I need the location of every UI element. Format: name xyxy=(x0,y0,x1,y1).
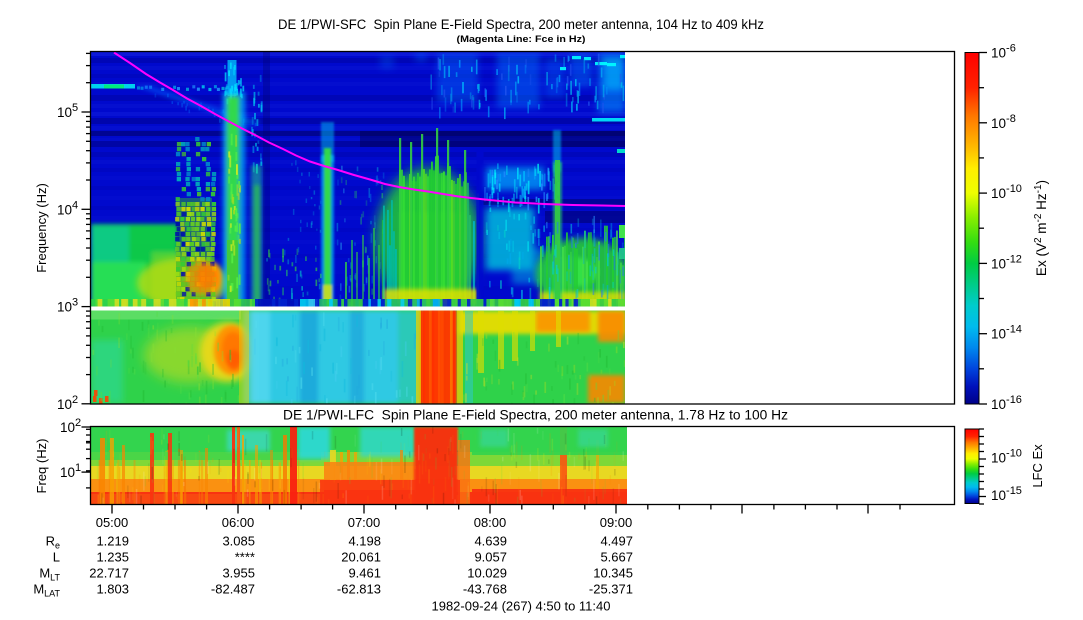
svg-text:06:00: 06:00 xyxy=(222,515,255,530)
svg-text:Re: Re xyxy=(46,534,60,551)
svg-text:-82.487: -82.487 xyxy=(211,582,255,597)
svg-text:4.639: 4.639 xyxy=(474,534,507,549)
svg-text:(Magenta Line: Fce in Hz): (Magenta Line: Fce in Hz) xyxy=(457,34,586,45)
svg-text:-25.371: -25.371 xyxy=(589,582,633,597)
svg-text:3.085: 3.085 xyxy=(222,534,255,549)
svg-text:20.061: 20.061 xyxy=(341,550,381,565)
svg-text:104: 104 xyxy=(57,199,78,217)
svg-text:09:00: 09:00 xyxy=(600,515,633,530)
svg-text:DE 1/PWI-LFC Spin Plane E-Fie: DE 1/PWI-LFC Spin Plane E-Field Spectra,… xyxy=(283,408,788,423)
svg-text:L: L xyxy=(53,550,60,565)
svg-text:10-10: 10-10 xyxy=(991,183,1022,201)
svg-text:-62.813: -62.813 xyxy=(337,582,381,597)
svg-text:10-8: 10-8 xyxy=(991,113,1016,131)
svg-text:9.461: 9.461 xyxy=(348,566,381,581)
svg-text:DE 1/PWI-SFC Spin Plane E-Fie: DE 1/PWI-SFC Spin Plane E-Field Spectra,… xyxy=(278,17,764,32)
svg-text:9.057: 9.057 xyxy=(474,550,507,565)
svg-text:10-10: 10-10 xyxy=(991,448,1022,466)
svg-text:05:00: 05:00 xyxy=(96,515,129,530)
svg-text:103: 103 xyxy=(57,297,78,315)
svg-text:5.667: 5.667 xyxy=(600,550,633,565)
svg-text:10-16: 10-16 xyxy=(991,394,1022,412)
svg-text:102: 102 xyxy=(57,394,78,412)
svg-text:4.497: 4.497 xyxy=(600,534,633,549)
svg-text:Ex (V2 m-2 Hz-1): Ex (V2 m-2 Hz-1) xyxy=(1033,180,1049,276)
svg-text:MLAT: MLAT xyxy=(33,582,60,599)
svg-text:101: 101 xyxy=(60,462,81,480)
svg-text:LFC Ex: LFC Ex xyxy=(1030,444,1045,488)
svg-text:****: **** xyxy=(235,550,255,565)
svg-text:4.198: 4.198 xyxy=(348,534,381,549)
svg-text:3.955: 3.955 xyxy=(222,566,255,581)
svg-text:08:00: 08:00 xyxy=(474,515,507,530)
svg-text:10.345: 10.345 xyxy=(593,566,633,581)
svg-text:Frequency (Hz): Frequency (Hz) xyxy=(34,183,49,273)
svg-text:-43.768: -43.768 xyxy=(463,582,507,597)
svg-text:1.219: 1.219 xyxy=(96,534,129,549)
svg-text:MLT: MLT xyxy=(39,566,60,583)
svg-text:10-14: 10-14 xyxy=(991,324,1022,342)
svg-text:07:00: 07:00 xyxy=(348,515,381,530)
svg-text:10.029: 10.029 xyxy=(467,566,507,581)
svg-text:10-6: 10-6 xyxy=(991,43,1016,61)
svg-text:Freq (Hz): Freq (Hz) xyxy=(34,439,49,494)
svg-text:1.235: 1.235 xyxy=(96,550,129,565)
svg-text:1982-09-24 (267) 4:50 to 11:40: 1982-09-24 (267) 4:50 to 11:40 xyxy=(431,599,610,614)
svg-text:10-12: 10-12 xyxy=(991,253,1022,271)
svg-text:10-15: 10-15 xyxy=(991,485,1022,503)
svg-text:22.717: 22.717 xyxy=(89,566,129,581)
svg-text:105: 105 xyxy=(57,102,78,120)
svg-text:102: 102 xyxy=(60,417,81,435)
svg-text:1.803: 1.803 xyxy=(96,582,129,597)
